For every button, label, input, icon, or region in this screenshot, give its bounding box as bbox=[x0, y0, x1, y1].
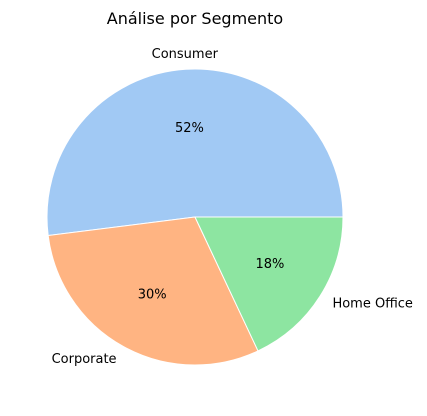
pie-value-label-consumer: 52% bbox=[175, 121, 204, 136]
chart-title: Análise por Segmento bbox=[107, 9, 283, 28]
pie-slice-home-office bbox=[194, 216, 344, 352]
pie-value-label-corporate: 30% bbox=[138, 287, 167, 302]
pie-labels: 52% Consumer 30% Corporate 18% Home Office bbox=[52, 47, 413, 367]
pie-value-label-home-office: 18% bbox=[256, 257, 285, 272]
pie-category-label-consumer: Consumer bbox=[152, 47, 219, 62]
pie-category-label-home-office: Home Office bbox=[332, 297, 412, 312]
pie-slices bbox=[46, 68, 344, 366]
pie-slice-corporate bbox=[47, 216, 259, 366]
pie-slice-consumer bbox=[46, 68, 344, 237]
pie-category-label-corporate: Corporate bbox=[52, 352, 117, 367]
